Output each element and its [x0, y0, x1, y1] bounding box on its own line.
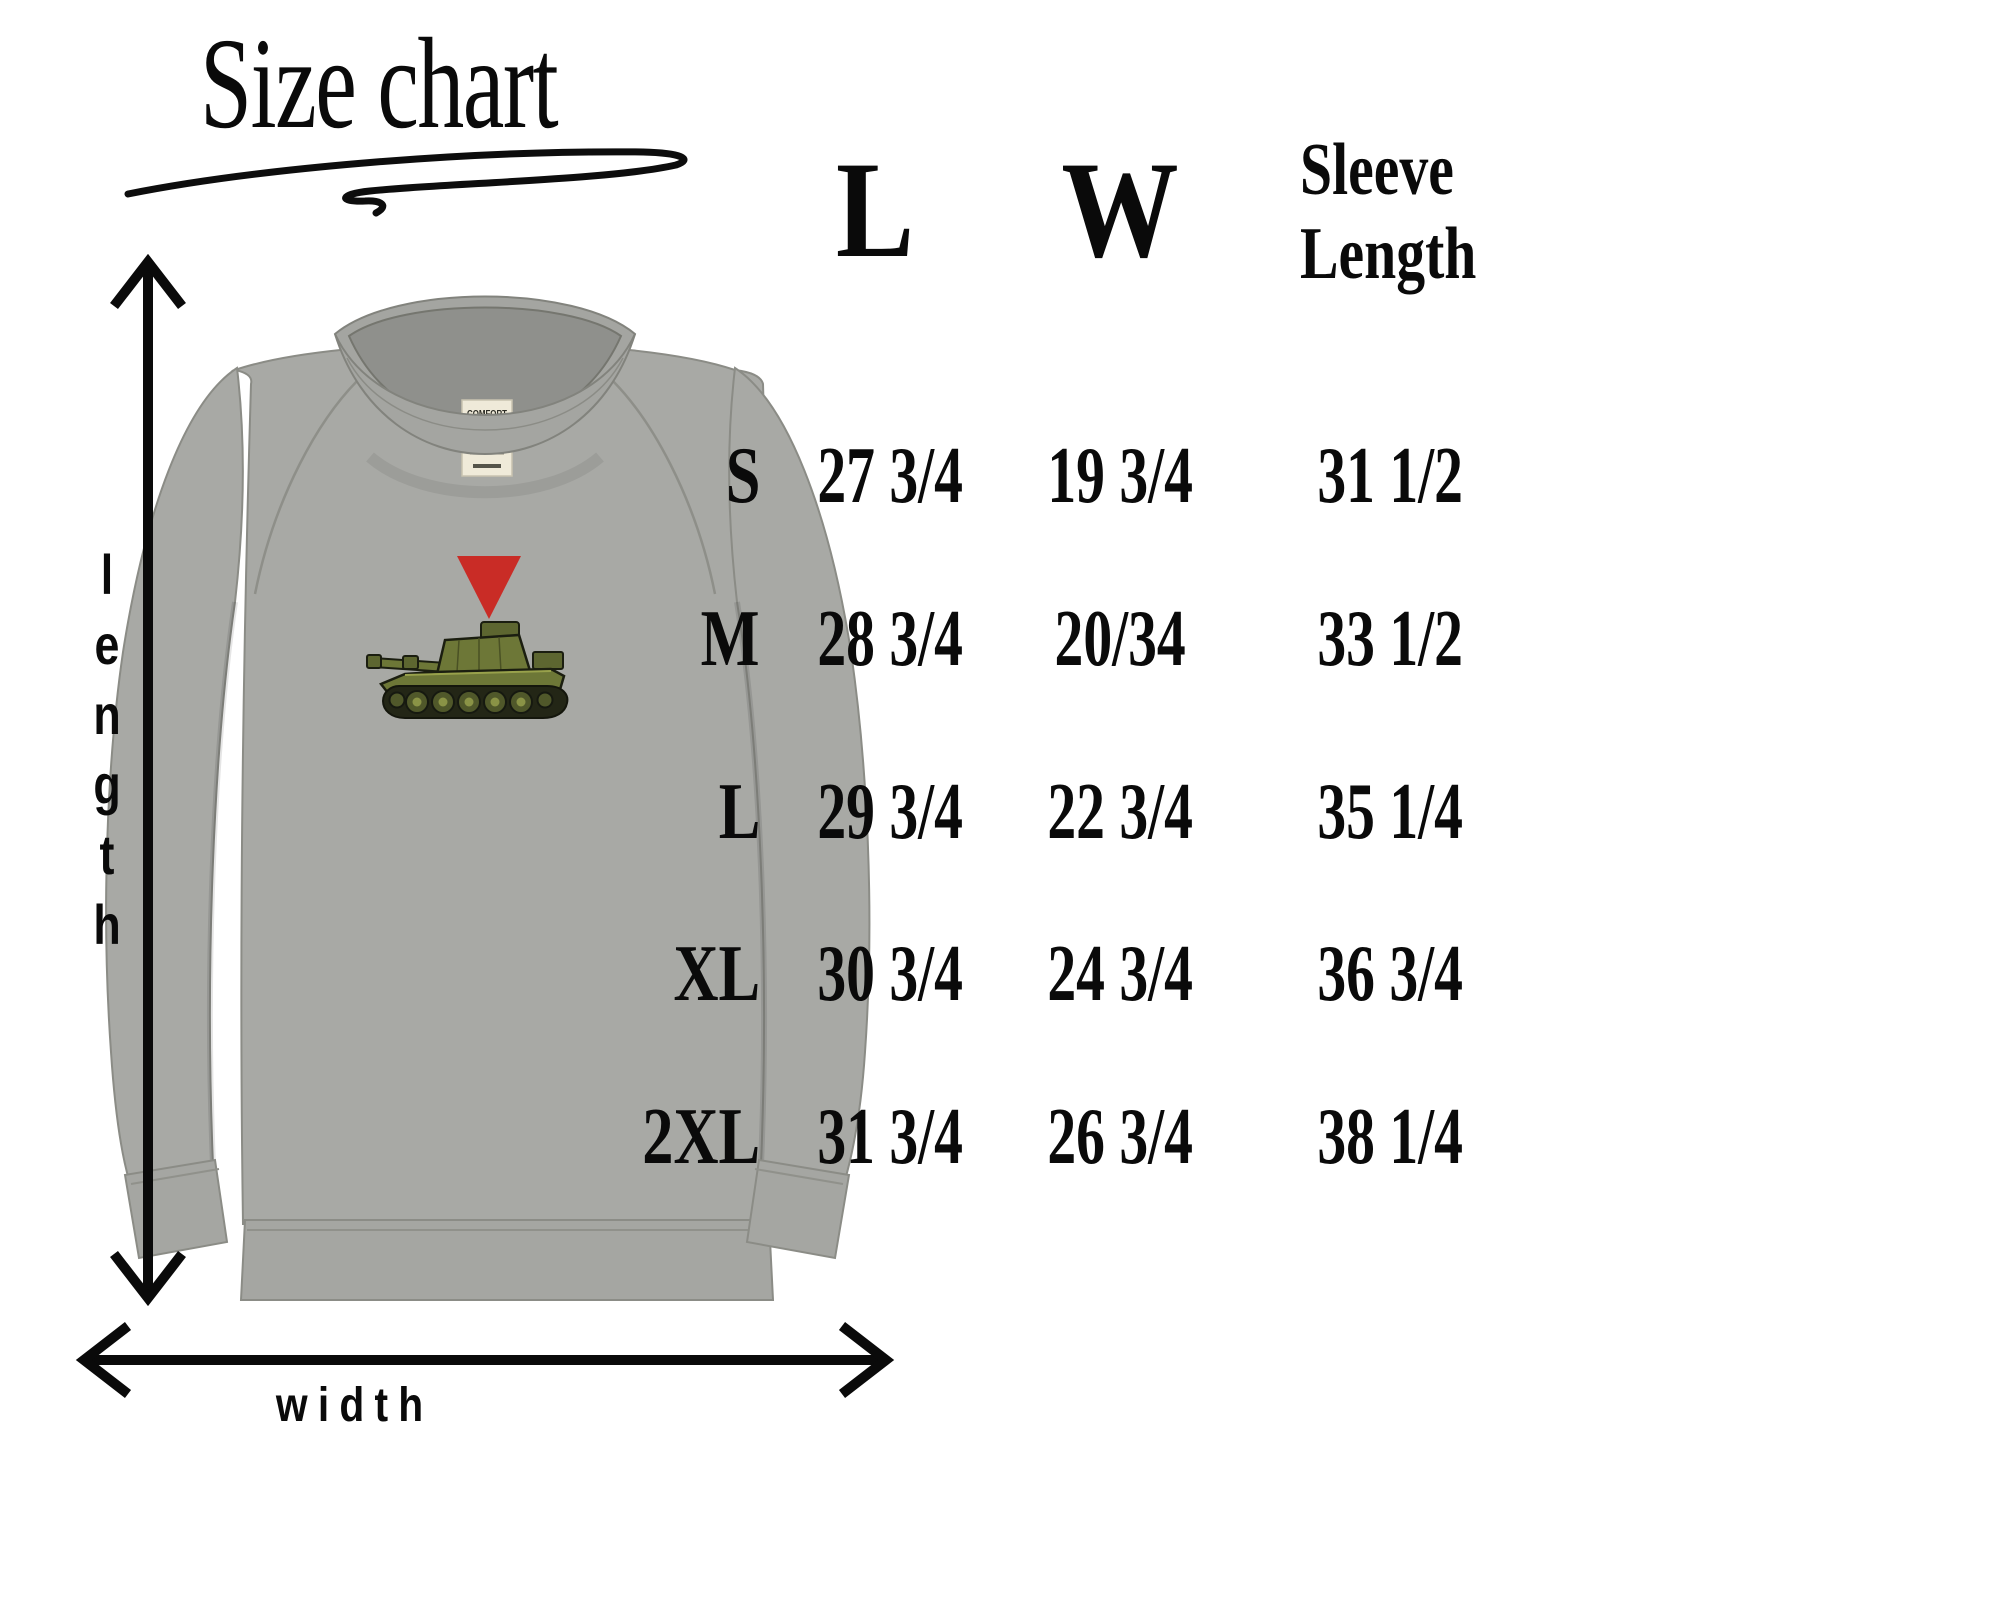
value-length: 30 3/4 — [817, 930, 963, 1018]
size-label: XL — [673, 930, 760, 1018]
red-triangle-down-icon — [457, 556, 521, 619]
value-width: 22 3/4 — [1047, 768, 1193, 856]
value-width: 19 3/4 — [1047, 432, 1193, 520]
value-sleeve-length: 31 1/2 — [1317, 432, 1463, 520]
value-sleeve-length: 35 1/4 — [1317, 768, 1463, 856]
military-tank-icon — [366, 621, 569, 719]
sweatshirt-body — [231, 342, 775, 1301]
size-label: M — [701, 595, 760, 683]
sweatshirt-image: COMFORT COLORS — [105, 295, 871, 1301]
length-arrow-icon — [110, 253, 186, 1307]
width-label: width — [276, 1379, 434, 1432]
value-sleeve-length: 36 3/4 — [1317, 930, 1463, 1018]
column-header-sleeve-length: Sleeve Length — [1300, 129, 1477, 295]
column-header-length: L — [835, 133, 915, 286]
value-sleeve-length: 33 1/2 — [1317, 595, 1463, 683]
value-sleeve-length: 38 1/4 — [1317, 1093, 1463, 1181]
length-label-letter: t — [99, 823, 115, 886]
length-label-letter: h — [93, 893, 121, 956]
sweatshirt-right-sleeve — [728, 366, 871, 1260]
size-label: S — [725, 432, 760, 520]
value-length: 29 3/4 — [817, 768, 963, 856]
size-label: L — [718, 768, 760, 856]
length-label-letter: e — [94, 613, 120, 676]
page-title: Size chart — [200, 12, 559, 156]
length-label-letter: n — [93, 683, 121, 746]
value-length: 28 3/4 — [817, 595, 963, 683]
value-length: 27 3/4 — [817, 432, 963, 520]
value-width: 24 3/4 — [1047, 930, 1193, 1018]
value-length: 31 3/4 — [817, 1093, 963, 1181]
length-label-letter: g — [93, 753, 121, 816]
width-arrow-icon — [75, 1322, 895, 1398]
value-width: 26 3/4 — [1047, 1093, 1193, 1181]
title-underline-squiggle-icon — [124, 148, 688, 217]
sweatshirt-collar: COMFORT COLORS — [333, 295, 637, 477]
size-label: 2XL — [642, 1093, 760, 1181]
column-header-width: W — [1061, 133, 1179, 286]
value-width: 20/34 — [1054, 595, 1186, 683]
length-label-letter: l — [100, 543, 114, 606]
